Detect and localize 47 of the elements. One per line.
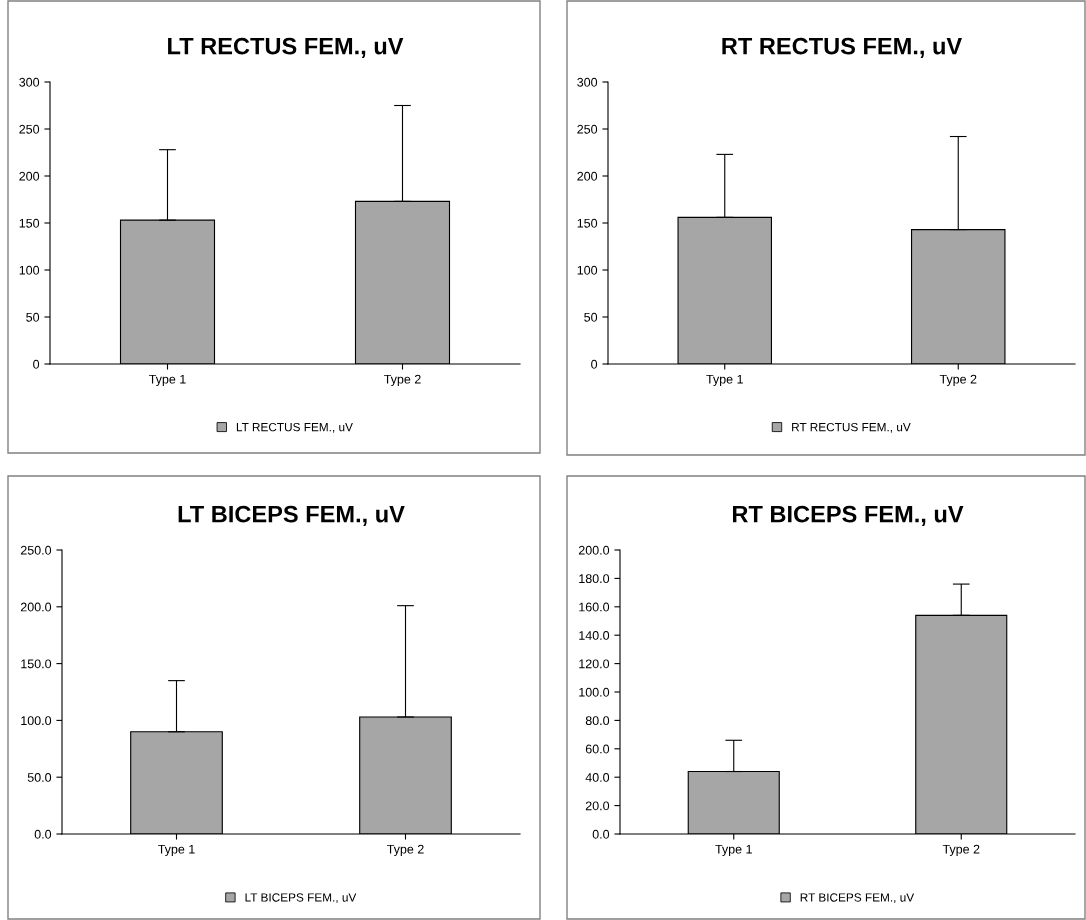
y-tick-label: 250.0 [20,545,52,555]
y-tick-label: 250 [19,124,40,134]
y-tick-label: 150 [577,218,598,228]
legend-label: RT RECTUS FEM., uV [792,422,911,433]
y-tick-label: 200.0 [20,602,52,612]
x-tick-label: Type 2 [942,844,980,857]
y-tick-label: 180.0 [579,574,610,584]
x-tick-label: Type 2 [387,844,424,857]
y-tick-label: 50.0 [27,773,52,782]
y-tick-label: 0.0 [592,829,610,839]
y-tick-label: 160.0 [579,602,610,612]
y-tick-label: 0 [33,359,40,369]
y-tick-label: 0 [591,359,598,369]
y-tick-label: 20.0 [585,801,610,811]
y-tick-label: 80.0 [585,716,610,726]
y-tick-label: 150.0 [21,659,52,669]
y-tick-label: 50 [584,312,598,322]
x-tick-label: Type 1 [158,844,195,857]
y-tick-label: 100 [577,265,598,275]
y-tick-label: 100 [19,265,40,275]
x-tick-label: Type 1 [715,844,752,857]
x-tick-label: Type 1 [149,374,186,387]
y-tick-label: 300 [577,77,598,87]
y-tick-label: 300 [19,77,40,87]
chart-title: LT RECTUS FEM., uV [168,37,404,58]
chart-title: RT RECTUS FEM., uV [722,37,963,58]
y-tick-label: 200 [19,171,40,181]
y-tick-label: 100.0 [579,687,610,697]
y-tick-label: 0.0 [34,829,52,839]
y-tick-label: 50 [26,312,40,322]
y-tick-label: 60.0 [585,744,610,754]
y-tick-label: 150 [19,218,40,228]
y-tick-label: 200 [577,171,598,181]
legend-label: LT BICEPS FEM., uV [245,893,357,904]
y-tick-label: 250 [577,124,598,134]
legend-label: RT BICEPS FEM., uV [800,893,915,904]
chart-title: RT BICEPS FEM., uV [732,505,964,526]
y-tick-label: 100.0 [21,716,52,726]
y-tick-label: 120.0 [579,659,610,669]
x-tick-label: Type 2 [384,374,421,387]
y-tick-label: 40.0 [585,773,610,782]
chart-title: LT BICEPS FEM., uV [178,505,405,526]
x-tick-label: Type 1 [706,374,743,387]
x-tick-label: Type 2 [939,374,977,387]
y-tick-label: 140.0 [579,631,610,640]
y-tick-label: 200.0 [578,545,610,555]
legend-label: LT RECTUS FEM., uV [236,422,353,433]
